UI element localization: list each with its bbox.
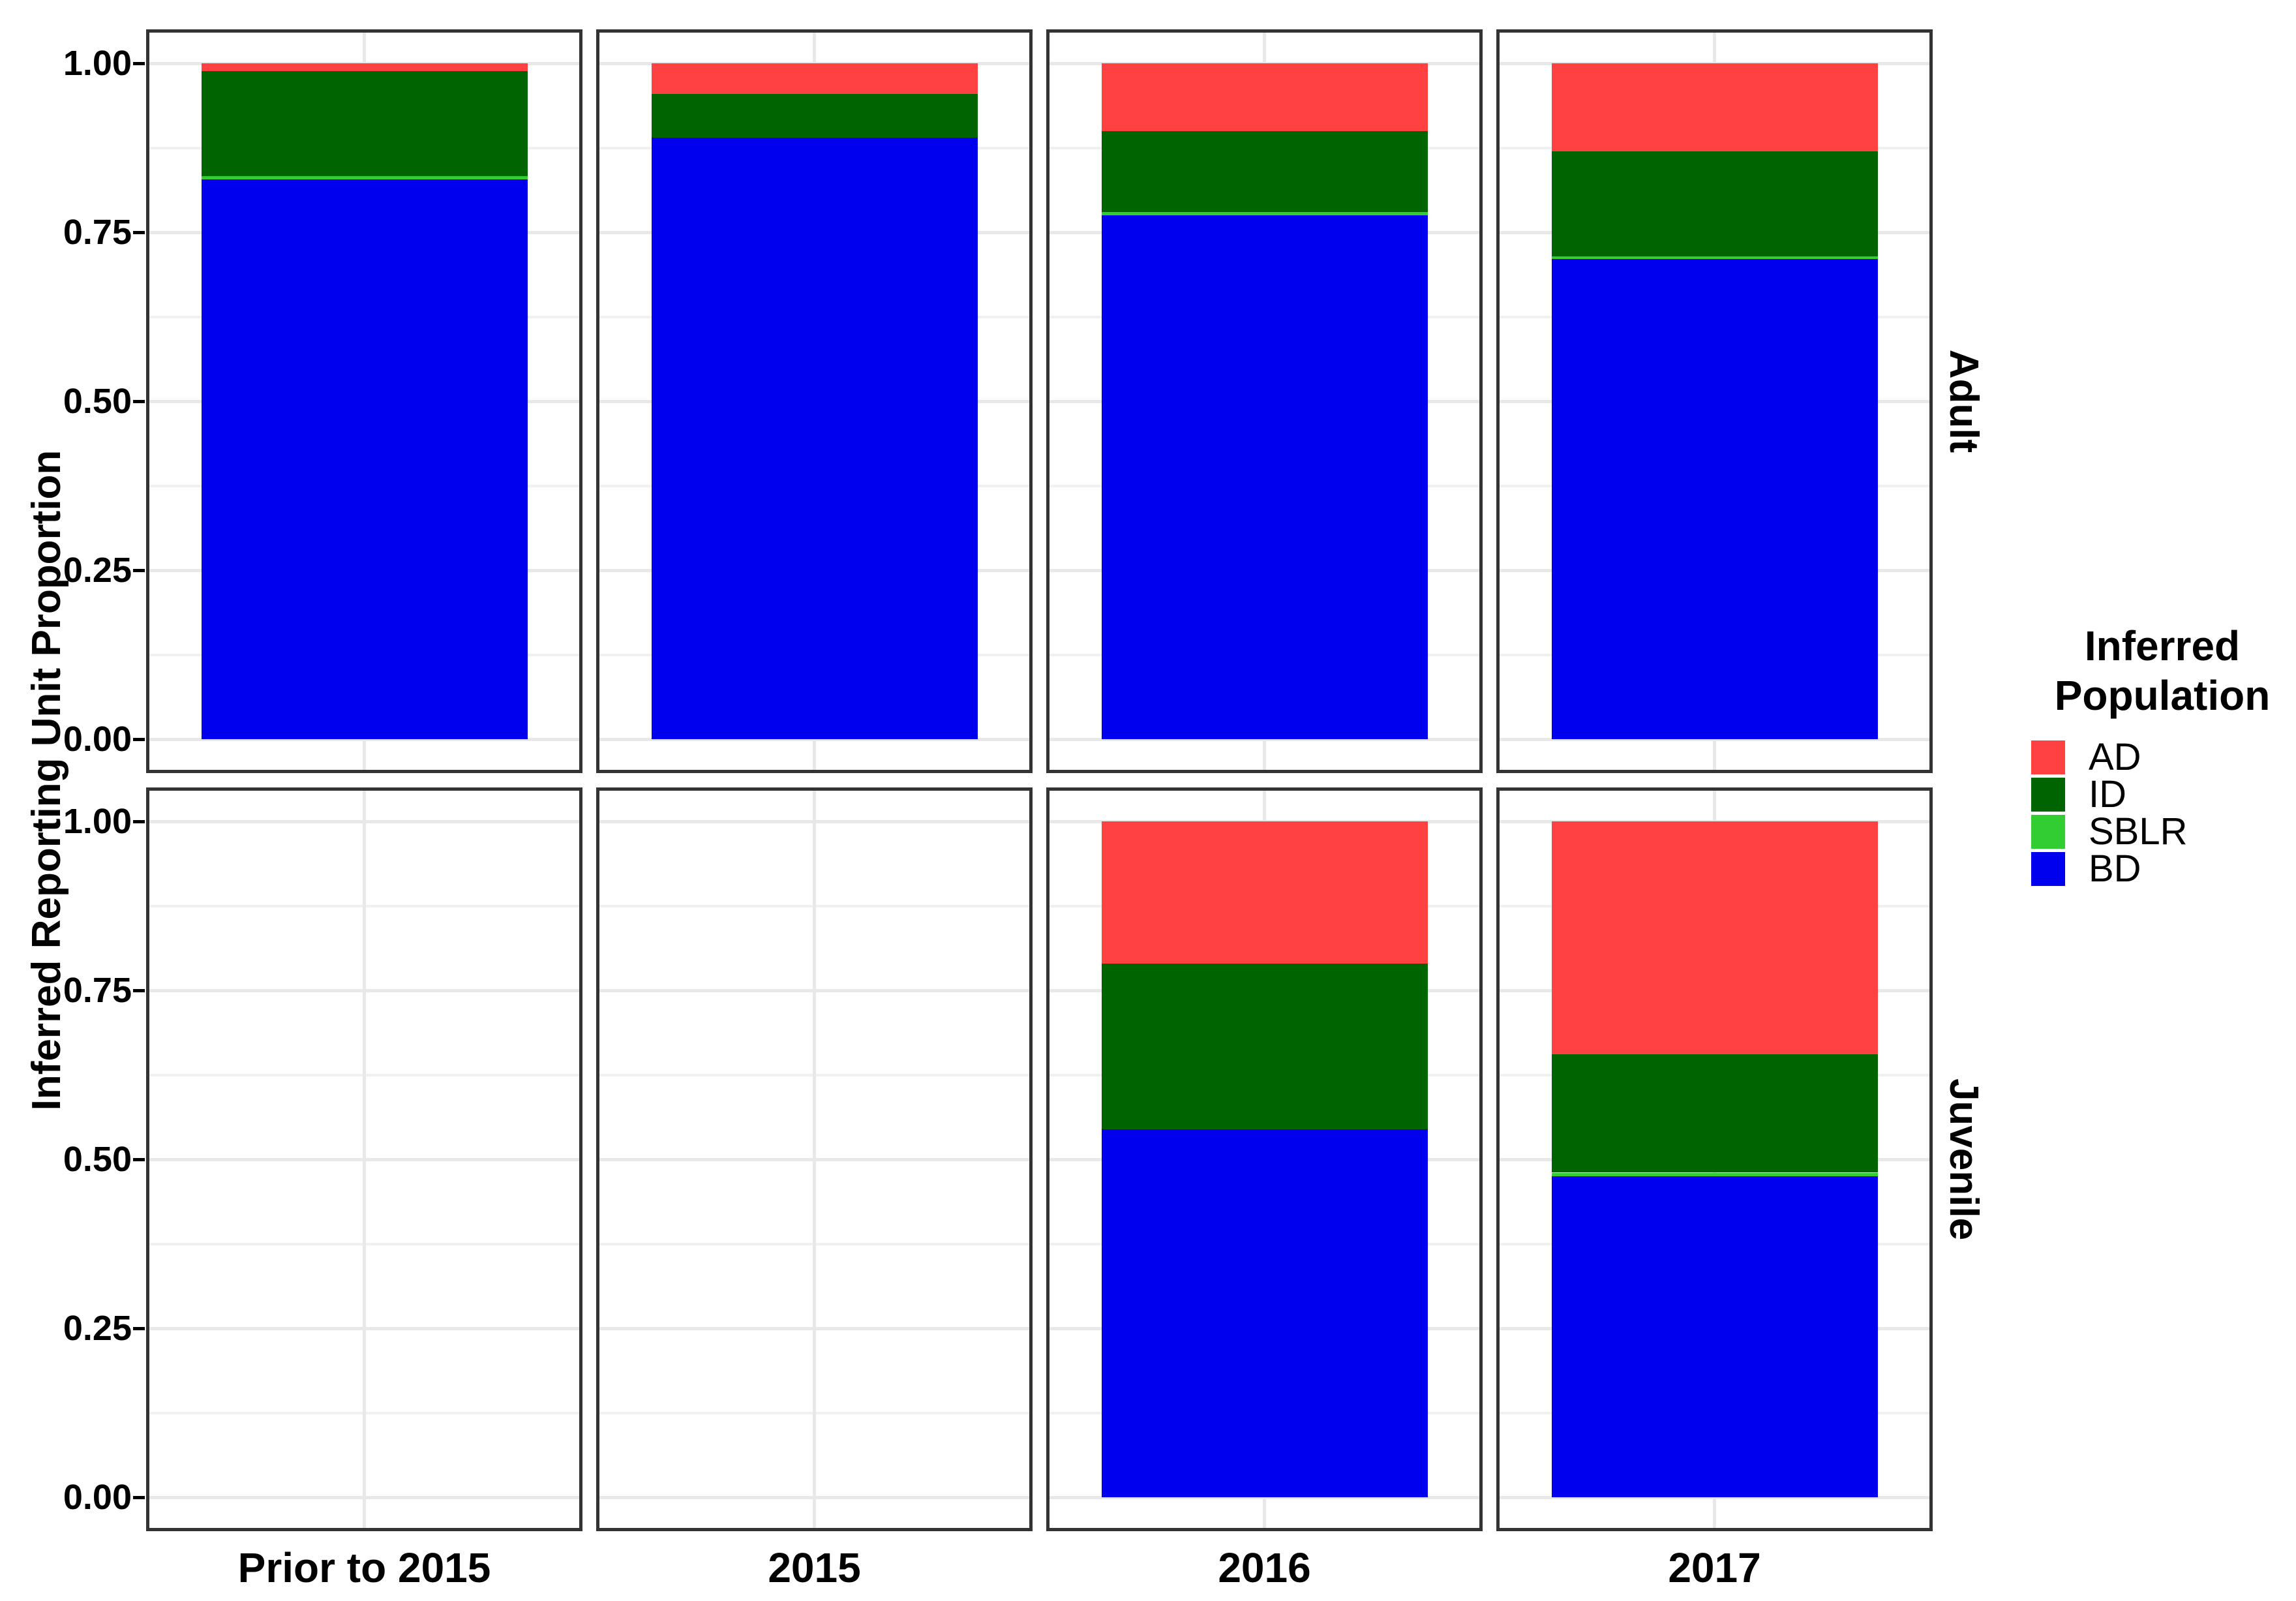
facet-panel [1496, 787, 1933, 1531]
y-tick-label: 0.75 [63, 213, 132, 252]
bar-segment-bd [1552, 259, 1878, 739]
legend-swatch-id [2031, 777, 2065, 812]
legend-label: SBLR [2089, 810, 2188, 853]
legend-swatch-bd [2031, 851, 2065, 886]
gridline-vertical [363, 787, 366, 1531]
facet-panel [146, 29, 582, 773]
bar-segment-bd [202, 179, 528, 739]
y-tick-label: 0.00 [63, 1478, 132, 1517]
y-tick [133, 1496, 145, 1499]
x-axis-label: Prior to 2015 [237, 1544, 491, 1591]
y-tick [133, 820, 145, 823]
facet-strip-label-juvenile: Juvenile [1941, 1078, 1986, 1241]
legend-title: Inferred Population [2016, 621, 2296, 720]
bar-segment-sblr [202, 176, 528, 179]
facet-panel [1496, 29, 1933, 773]
y-tick-label: 0.25 [63, 551, 132, 590]
legend-title-line2: Population [2054, 672, 2271, 719]
legend-label: AD [2089, 736, 2141, 778]
legend-entry-sblr: SBLR [2031, 810, 2296, 853]
y-tick [133, 738, 145, 741]
bar-segment-id [202, 71, 528, 176]
bar-segment-id [1102, 964, 1428, 1129]
y-tick [133, 989, 145, 992]
facet-panel [596, 787, 1033, 1531]
facet-panel [596, 29, 1033, 773]
legend-entry-ad: AD [2031, 739, 2296, 776]
legend-label: BD [2089, 847, 2141, 890]
y-tick [133, 1327, 145, 1330]
bar-segment-bd [1102, 1129, 1428, 1497]
bar-segment-bd [652, 138, 978, 739]
bar-segment-ad [1552, 63, 1878, 151]
bar-segment-bd [1552, 1176, 1878, 1497]
facet-panel [1046, 787, 1483, 1531]
bar-segment-ad [1102, 821, 1428, 964]
bar-segment-ad [1102, 63, 1428, 131]
bar-segment-ad [202, 63, 528, 71]
legend-swatch-ad [2031, 740, 2065, 774]
legend-entry-bd: BD [2031, 847, 2296, 890]
x-axis-label: 2015 [768, 1544, 861, 1591]
y-tick [133, 400, 145, 403]
facet-strip-label-adult: Adult [1941, 349, 1986, 453]
legend-entry-id: ID [2031, 773, 2296, 816]
x-axis-label: 2017 [1668, 1544, 1761, 1591]
y-tick-label: 0.00 [63, 720, 132, 759]
legend: Inferred Population AD ID SBLR BD [2016, 621, 2296, 890]
legend-entries: AD ID SBLR BD [2031, 739, 2296, 890]
y-tick-label: 1.00 [63, 44, 132, 83]
bar-segment-bd [1102, 215, 1428, 739]
bar-segment-ad [1552, 821, 1878, 1054]
bar-segment-id [1102, 131, 1428, 212]
bar-segment-sblr [1552, 1173, 1878, 1176]
y-tick-label: 0.25 [63, 1309, 132, 1348]
legend-title-line1: Inferred [2084, 622, 2241, 669]
y-tick-label: 0.50 [63, 382, 132, 421]
bar-segment-id [1552, 151, 1878, 256]
bar-segment-id [1552, 1054, 1878, 1172]
y-tick [133, 231, 145, 234]
facet-panel [146, 787, 582, 1531]
gridline-vertical [813, 787, 816, 1531]
y-tick [133, 569, 145, 572]
y-tick-label: 0.75 [63, 971, 132, 1010]
legend-swatch-sblr [2031, 814, 2065, 849]
bar-segment-sblr [1102, 212, 1428, 215]
y-tick-label: 0.50 [63, 1140, 132, 1179]
facet-panel [1046, 29, 1483, 773]
y-tick [133, 1158, 145, 1161]
bar-segment-id [652, 94, 978, 138]
x-axis-label: 2016 [1218, 1544, 1311, 1591]
bar-segment-ad [652, 63, 978, 94]
bar-segment-sblr [1552, 256, 1878, 259]
legend-label: ID [2089, 773, 2126, 816]
y-tick [133, 62, 145, 65]
y-tick-label: 1.00 [63, 802, 132, 841]
